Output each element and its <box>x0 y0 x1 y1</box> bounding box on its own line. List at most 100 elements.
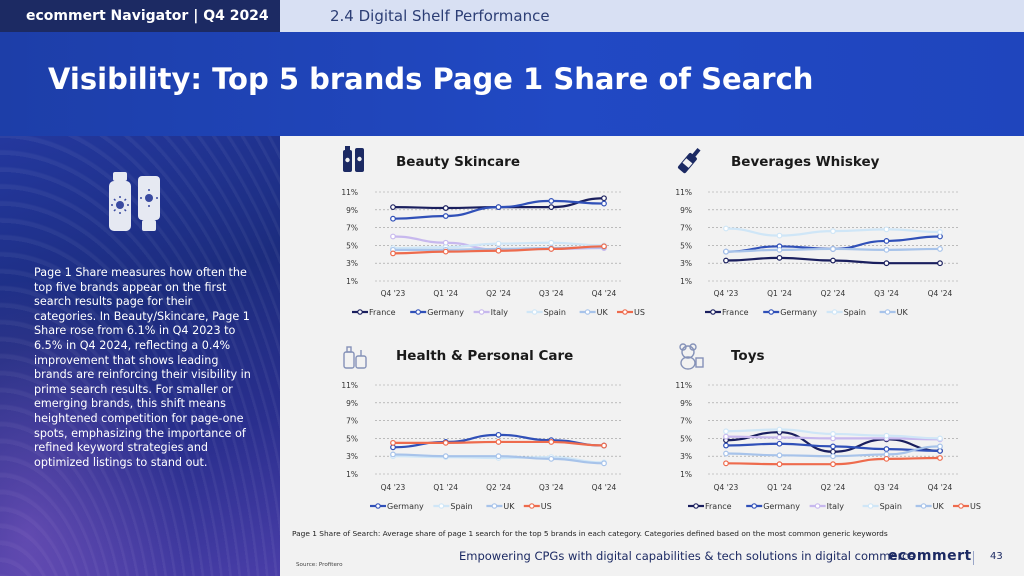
data-point <box>495 453 502 460</box>
y-tick-label: 1% <box>680 470 692 479</box>
data-point <box>883 446 890 452</box>
legend-marker <box>357 309 363 315</box>
page-number: 43 <box>990 551 1003 562</box>
y-tick-label: 5% <box>346 434 358 443</box>
source-note: Source: Profitero <box>296 562 343 568</box>
beauty-products-icon <box>343 146 364 172</box>
legend-label: Spain <box>844 308 866 317</box>
data-point <box>390 215 396 222</box>
data-point <box>883 238 890 244</box>
legend-marker <box>375 503 381 509</box>
data-point <box>442 205 449 211</box>
legend-marker <box>622 309 628 315</box>
data-point <box>937 455 943 461</box>
chart-title: Beauty Skincare <box>396 154 520 170</box>
x-tick-label: Q1 '24 <box>767 289 792 298</box>
data-point <box>883 246 890 253</box>
data-point <box>776 232 783 239</box>
data-point <box>830 443 836 450</box>
legend-label: Spain <box>880 502 902 511</box>
data-point <box>830 246 836 252</box>
y-tick-label: 7% <box>346 224 358 233</box>
brand-logo: ecommert <box>888 548 972 564</box>
x-tick-label: Q4 '23 <box>381 289 406 298</box>
x-tick-label: Q3 '24 <box>874 483 899 492</box>
chart-title: Health & Personal Care <box>396 348 573 364</box>
legend-marker <box>768 309 774 315</box>
data-point <box>723 460 729 467</box>
y-tick-label: 5% <box>680 434 692 443</box>
y-tick-label: 9% <box>346 399 358 408</box>
x-tick-label: Q2 '24 <box>821 289 846 298</box>
legend-label: Spain <box>544 308 566 317</box>
legend-marker <box>531 309 538 315</box>
x-tick-label: Q4 '24 <box>592 289 617 298</box>
data-point <box>601 200 607 207</box>
data-point <box>830 228 836 235</box>
data-point <box>937 246 943 252</box>
data-point <box>776 426 783 433</box>
data-point <box>390 451 396 458</box>
data-point <box>442 213 449 219</box>
y-tick-label: 7% <box>680 224 692 233</box>
data-point <box>495 431 502 438</box>
x-tick-label: Q4 '24 <box>928 289 953 298</box>
y-tick-label: 3% <box>346 259 358 268</box>
page-title: Visibility: Top 5 brands Page 1 Share of… <box>48 62 814 96</box>
legend-marker <box>920 503 927 509</box>
legend-marker <box>867 503 874 509</box>
legend-label: Spain <box>450 502 472 511</box>
data-point <box>937 260 943 267</box>
data-point <box>495 439 502 445</box>
chart-1: Beverages Whiskey 11% 9% 7% 5% 3% 1% Q4 '23 Q1 '… <box>675 154 958 317</box>
app-title: ecommert Navigator | Q4 2024 <box>0 0 280 32</box>
y-tick-label: 5% <box>680 241 692 250</box>
x-tick-label: Q4 '24 <box>928 483 953 492</box>
legend-label: UK <box>503 502 515 511</box>
legend-marker <box>710 309 716 315</box>
chart-3: Toys 11% 9% 7% 5% 3% 1% Q4 '23 Q1 '24 Q2 '24 Q3 '2… <box>675 348 981 511</box>
x-tick-label: Q3 '24 <box>539 483 564 492</box>
data-point <box>548 239 555 246</box>
data-point <box>830 461 836 468</box>
data-point <box>495 240 502 247</box>
legend-label: France <box>369 308 396 317</box>
data-point <box>723 257 729 264</box>
data-point <box>390 250 396 257</box>
y-tick-label: 3% <box>680 452 692 461</box>
x-tick-label: Q4 '23 <box>714 483 739 492</box>
data-point <box>723 225 729 232</box>
data-point <box>601 195 607 202</box>
data-point <box>390 204 396 211</box>
legend-marker <box>438 503 445 509</box>
data-point <box>548 455 555 462</box>
data-point <box>548 204 555 211</box>
x-tick-label: Q1 '24 <box>767 483 792 492</box>
legend-label: UK <box>933 502 945 511</box>
legend-label: France <box>705 502 732 511</box>
data-point <box>601 442 607 449</box>
legend-marker <box>814 503 821 509</box>
y-tick-label: 1% <box>680 277 692 286</box>
y-tick-label: 9% <box>346 206 358 215</box>
legend-label: Germany <box>780 308 817 317</box>
y-tick-label: 1% <box>346 277 358 286</box>
data-point <box>723 450 729 457</box>
legend-marker <box>884 309 891 315</box>
x-tick-label: Q3 '24 <box>539 289 564 298</box>
data-point <box>937 435 943 442</box>
data-point <box>495 204 502 211</box>
data-point <box>883 226 890 233</box>
legend-marker <box>491 503 498 509</box>
data-point <box>548 197 555 204</box>
y-tick-label: 3% <box>346 452 358 461</box>
legend-label: France <box>722 308 749 317</box>
legend-label: UK <box>597 308 609 317</box>
data-point <box>442 439 449 446</box>
sunscreen-icon <box>109 172 160 231</box>
y-tick-label: 1% <box>346 470 358 479</box>
data-point <box>776 434 783 441</box>
legend-label: US <box>970 502 981 511</box>
y-tick-label: 11% <box>675 188 692 197</box>
